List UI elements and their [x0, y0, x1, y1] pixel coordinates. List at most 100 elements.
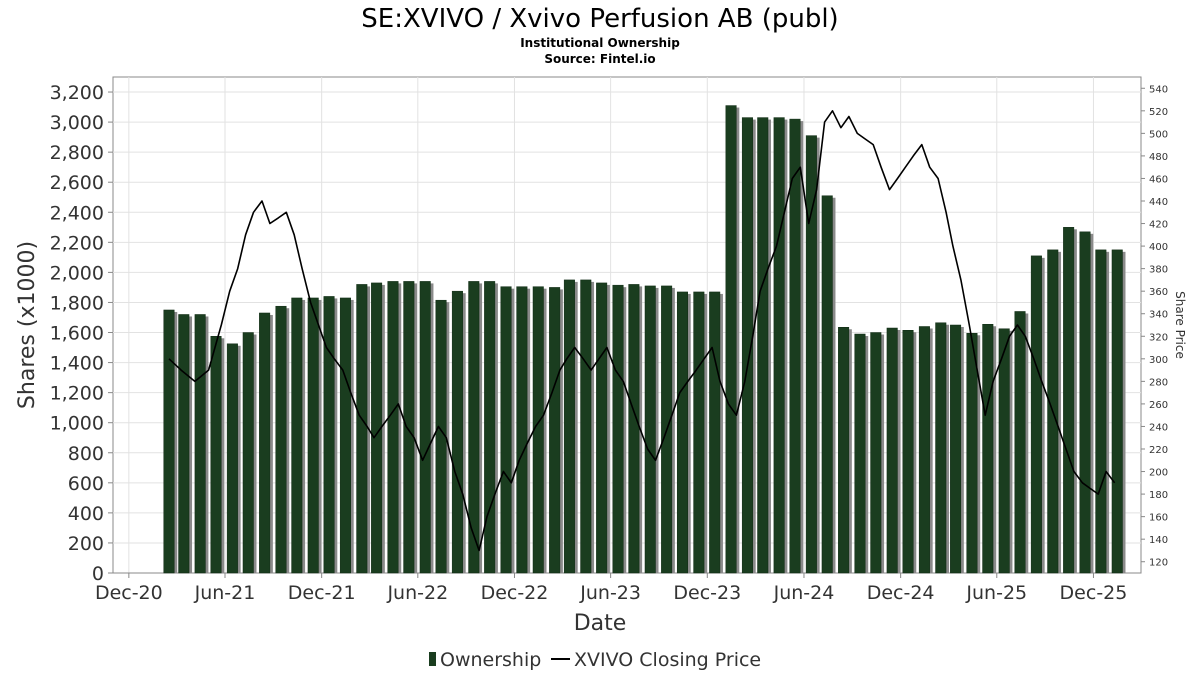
- y2-axis-title: Share Price: [1173, 291, 1187, 359]
- ownership-bar: [612, 284, 624, 574]
- price-line-group: [168, 110, 1116, 552]
- ownership-bar: [709, 291, 721, 574]
- ownership-bar: [789, 118, 801, 574]
- ownership-bar: [902, 330, 914, 574]
- price-line: [168, 110, 1116, 552]
- x-tick-label: Jun-25: [965, 582, 1027, 604]
- right-tick-label: 480: [1149, 152, 1168, 163]
- left-tick-label: 1,400: [50, 353, 104, 375]
- chart-subtitle-1: Institutional Ownership: [520, 36, 680, 50]
- left-tick-label: 600: [68, 473, 104, 495]
- left-axis: 0 200 400 600 800 1,000 1,200 1,400 1,600 1,800 2,…: [50, 82, 113, 585]
- bars: [163, 105, 1126, 574]
- ownership-bar: [323, 296, 335, 574]
- ownership-bar: [644, 285, 656, 574]
- ownership-bar: [693, 291, 705, 574]
- ownership-bar: [194, 314, 206, 574]
- ownership-bar: [596, 282, 608, 574]
- right-tick-label: 220: [1149, 445, 1168, 456]
- right-tick-label: 380: [1149, 265, 1168, 276]
- right-tick-label: 400: [1149, 242, 1168, 253]
- ownership-bar: [275, 305, 287, 574]
- ownership-bar: [950, 324, 962, 574]
- ownership-bar: [580, 279, 592, 574]
- ownership-bar: [998, 328, 1010, 574]
- ownership-bar: [468, 281, 480, 574]
- x-tick-label: Jun-24: [773, 582, 835, 604]
- right-tick-label: 460: [1149, 174, 1168, 185]
- ownership-bar: [805, 135, 817, 574]
- ownership-bar: [403, 281, 415, 574]
- left-tick-label: 200: [68, 533, 104, 555]
- right-tick-label: 200: [1149, 468, 1168, 479]
- ownership-bar: [741, 117, 753, 574]
- ownership-bar: [291, 297, 303, 574]
- title-group: SE:XVIVO / Xvivo Perfusion AB (publ) Ins…: [361, 4, 838, 66]
- ownership-bar: [982, 323, 994, 574]
- ownership-bar: [918, 326, 930, 574]
- ownership-bar: [773, 117, 785, 574]
- legend: Ownership XVIVO Closing Price: [429, 649, 761, 671]
- ownership-bar: [163, 309, 175, 574]
- ownership-bar: [371, 282, 383, 574]
- left-tick-label: 2,000: [50, 262, 104, 284]
- x-tick-label: Jun-23: [579, 582, 641, 604]
- right-tick-label: 260: [1149, 400, 1168, 411]
- left-tick-label: 0: [92, 563, 104, 585]
- x-tick-label: Dec-23: [673, 582, 741, 604]
- right-tick-label: 500: [1149, 129, 1168, 140]
- ownership-bar: [1095, 249, 1107, 574]
- ownership-bar: [838, 327, 850, 574]
- ownership-bar: [307, 297, 319, 574]
- y-axis-title: Shares (x1000): [15, 241, 40, 409]
- x-tick-label: Dec-22: [481, 582, 549, 604]
- right-tick-label: 120: [1149, 558, 1168, 569]
- x-tick-label: Jun-22: [386, 582, 448, 604]
- ownership-bar: [178, 314, 190, 574]
- ownership-bar: [500, 286, 512, 574]
- ownership-bar: [242, 332, 254, 574]
- ownership-bar: [1063, 227, 1075, 574]
- ownership-bar: [676, 291, 688, 574]
- ownership-bar: [516, 286, 528, 574]
- ownership-bar: [549, 287, 561, 574]
- legend-price-label: XVIVO Closing Price: [574, 649, 761, 671]
- right-axis: 120 140 160 180 200 220 240 260 280 300 320 340 360 3…: [1141, 84, 1168, 569]
- x-axis: Dec-20 Jun-21 Dec-21 Jun-22 Dec-22 Jun-23 Dec-…: [95, 573, 1127, 604]
- ownership-bar: [210, 336, 222, 574]
- left-tick-label: 400: [68, 503, 104, 525]
- chart-title: SE:XVIVO / Xvivo Perfusion AB (publ): [361, 4, 838, 34]
- ownership-bar: [484, 281, 496, 574]
- chart-subtitle-2: Source: Fintel.io: [544, 52, 655, 66]
- left-tick-label: 2,800: [50, 142, 104, 164]
- right-tick-label: 300: [1149, 355, 1168, 366]
- left-tick-label: 1,000: [50, 413, 104, 435]
- right-tick-label: 360: [1149, 287, 1168, 298]
- x-tick-label: Dec-20: [95, 582, 163, 604]
- x-tick-label: Dec-21: [288, 582, 356, 604]
- left-tick-label: 2,200: [50, 232, 104, 254]
- right-tick-label: 340: [1149, 310, 1168, 321]
- ownership-bar: [339, 297, 351, 574]
- legend-ownership-swatch: [429, 652, 436, 666]
- left-tick-label: 1,200: [50, 383, 104, 405]
- ownership-bar: [1111, 249, 1123, 574]
- ownership-bar: [259, 312, 271, 574]
- right-tick-label: 540: [1149, 84, 1168, 95]
- x-tick-label: Jun-21: [194, 582, 256, 604]
- left-tick-label: 800: [68, 443, 104, 465]
- ownership-bar: [628, 284, 640, 574]
- left-tick-label: 1,800: [50, 292, 104, 314]
- ownership-bar: [451, 290, 463, 574]
- ownership-bar: [1014, 311, 1026, 574]
- x-axis-title: Date: [574, 611, 627, 636]
- ownership-bar: [1079, 231, 1091, 574]
- ownership-bar: [563, 279, 575, 574]
- right-tick-label: 160: [1149, 513, 1168, 524]
- ownership-bar: [226, 343, 238, 574]
- left-tick-label: 1,600: [50, 323, 104, 345]
- right-tick-label: 280: [1149, 377, 1168, 388]
- right-tick-label: 140: [1149, 535, 1168, 546]
- ownership-bar: [935, 322, 947, 574]
